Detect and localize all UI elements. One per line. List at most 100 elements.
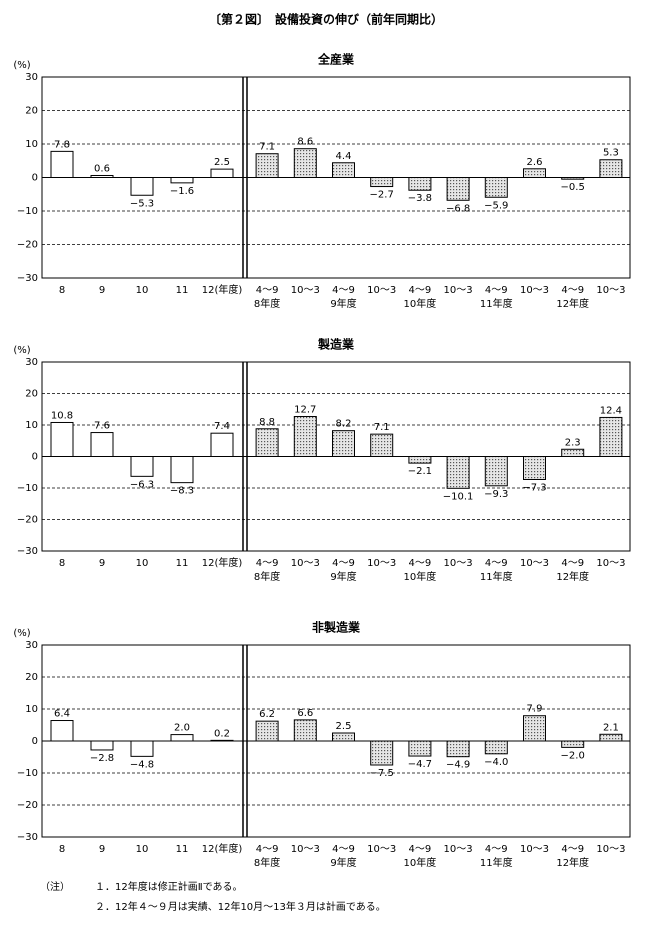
x-tick-label: 10～3 bbox=[520, 844, 549, 855]
value-label: 5.3 bbox=[603, 148, 619, 159]
bar bbox=[446, 740, 470, 758]
y-tick-label: 30 bbox=[25, 357, 38, 368]
bar bbox=[599, 733, 623, 742]
bar bbox=[255, 428, 279, 457]
bar bbox=[408, 740, 432, 757]
bar bbox=[130, 456, 154, 477]
value-label: 0.2 bbox=[214, 728, 230, 739]
value-label: 2.6 bbox=[527, 157, 543, 168]
value-label: 7.4 bbox=[214, 421, 230, 432]
value-label: 7.1 bbox=[374, 422, 390, 433]
bar bbox=[332, 430, 355, 458]
value-label: −6.8 bbox=[446, 203, 470, 214]
bar bbox=[170, 177, 194, 184]
x-tick-label: 4～9 bbox=[409, 285, 432, 296]
plot-frame bbox=[41, 76, 631, 279]
bar bbox=[484, 740, 508, 755]
group-label: 10年度 bbox=[404, 856, 437, 869]
value-label: −4.7 bbox=[408, 759, 432, 770]
x-tick-label: 10～3 bbox=[444, 844, 473, 855]
group-label: 12年度 bbox=[556, 856, 589, 869]
x-tick-label: 4～9 bbox=[485, 558, 508, 569]
y-tick-label: 30 bbox=[25, 640, 38, 651]
bar bbox=[408, 456, 432, 464]
value-label: 0.6 bbox=[94, 163, 110, 174]
bar bbox=[130, 177, 154, 196]
bar bbox=[255, 153, 279, 178]
x-tick-label: 10～3 bbox=[367, 844, 396, 855]
y-tick-label: 0 bbox=[32, 736, 38, 747]
group-label: 11年度 bbox=[480, 297, 513, 310]
group-label: 11年度 bbox=[480, 570, 513, 583]
x-tick-label: 10～3 bbox=[367, 285, 396, 296]
value-label: −3.8 bbox=[408, 193, 432, 204]
group-label: 10年度 bbox=[404, 570, 437, 583]
x-tick-label: 8 bbox=[59, 285, 65, 296]
figure-title: 〔第２図〕 設備投資の伸び（前年同期比） bbox=[209, 12, 443, 27]
bar bbox=[50, 150, 74, 178]
bar bbox=[293, 719, 317, 742]
value-label: 6.6 bbox=[297, 708, 313, 719]
value-label: 6.4 bbox=[54, 709, 70, 720]
y-tick-label: −10 bbox=[17, 768, 38, 779]
chart-title: 製造業 bbox=[317, 337, 355, 352]
x-tick-label: 10 bbox=[136, 558, 149, 569]
x-tick-label: 4～9 bbox=[409, 844, 432, 855]
group-label: 9年度 bbox=[330, 856, 356, 869]
x-tick-label: 9 bbox=[99, 558, 105, 569]
y-tick-label: −30 bbox=[17, 273, 38, 284]
value-label: −8.3 bbox=[170, 486, 194, 497]
bar bbox=[599, 159, 623, 178]
value-label: 2.3 bbox=[565, 437, 581, 448]
x-tick-label: 4～9 bbox=[256, 285, 279, 296]
y-tick-label: 20 bbox=[25, 106, 38, 117]
bar bbox=[561, 177, 585, 180]
value-label: 10.8 bbox=[51, 410, 73, 421]
bar bbox=[484, 177, 508, 198]
x-tick-label: 10～3 bbox=[520, 558, 549, 569]
bar bbox=[210, 432, 234, 458]
group-label: 10年度 bbox=[404, 297, 437, 310]
value-label: −5.3 bbox=[130, 198, 154, 209]
x-tick-label: 10～3 bbox=[291, 285, 320, 296]
x-tick-label: 4～9 bbox=[332, 285, 355, 296]
bar bbox=[90, 174, 114, 179]
bar bbox=[370, 177, 394, 188]
x-tick-label: 10～3 bbox=[596, 558, 625, 569]
value-label: 2.5 bbox=[336, 721, 352, 732]
plot-frame bbox=[41, 644, 631, 838]
bar bbox=[484, 456, 508, 487]
group-label: 8年度 bbox=[254, 570, 280, 583]
y-tick-label: 10 bbox=[25, 704, 38, 715]
x-tick-label: 10～3 bbox=[291, 844, 320, 855]
bar bbox=[50, 720, 74, 742]
x-tick-label: 10～3 bbox=[367, 558, 396, 569]
bar bbox=[50, 421, 74, 458]
x-tick-label: 4～9 bbox=[485, 285, 508, 296]
x-tick-label: 10 bbox=[136, 844, 149, 855]
y-tick-label: 0 bbox=[32, 173, 38, 184]
value-label: −2.1 bbox=[408, 466, 432, 477]
y-tick-label: −10 bbox=[17, 206, 38, 217]
plot-frame bbox=[41, 361, 631, 552]
x-tick-label: 4～9 bbox=[561, 558, 584, 569]
bar bbox=[370, 433, 394, 458]
x-tick-label: 10～3 bbox=[291, 558, 320, 569]
group-label: 8年度 bbox=[254, 297, 280, 310]
value-label: 8.8 bbox=[259, 417, 275, 428]
group-label: 9年度 bbox=[330, 297, 356, 310]
x-tick-label: 4～9 bbox=[485, 844, 508, 855]
group-label: 12年度 bbox=[556, 297, 589, 310]
x-tick-label: 12(年度) bbox=[202, 842, 243, 855]
note: １．12年度は修正計画Ⅱである。 bbox=[95, 880, 243, 893]
bar bbox=[523, 715, 546, 742]
x-tick-label: 12(年度) bbox=[202, 556, 243, 569]
value-label: −4.8 bbox=[130, 759, 154, 770]
bar bbox=[90, 740, 114, 751]
value-label: 2.5 bbox=[214, 157, 230, 168]
value-label: 8.6 bbox=[297, 137, 313, 148]
x-tick-label: 4～9 bbox=[561, 844, 584, 855]
value-label: 2.1 bbox=[603, 722, 619, 733]
y-tick-label: 20 bbox=[25, 672, 38, 683]
value-label: −10.1 bbox=[443, 491, 474, 502]
